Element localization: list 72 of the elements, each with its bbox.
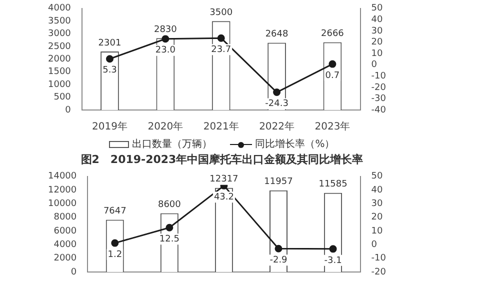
point (217, 34, 225, 42)
data-label: -24.3 (265, 99, 288, 110)
y-tick-label: 1000 (48, 80, 72, 90)
point (111, 239, 119, 247)
y2-tick-label: 0 (371, 240, 378, 250)
y2-tick-label: -30 (371, 94, 386, 104)
y-tick-label: 6000 (54, 226, 77, 236)
y2-tick-label: 40 (371, 15, 384, 26)
y2-tick-label: -10 (371, 254, 386, 264)
point (274, 244, 282, 252)
data-label: 11957 (264, 177, 293, 188)
data-label: 23.0 (155, 46, 176, 56)
y-tick-label: 8000 (54, 212, 77, 223)
y2-tick-label: 50 (371, 172, 384, 182)
data-label: 2666 (321, 29, 344, 40)
y2-tick-label: 40 (371, 185, 384, 196)
y-tick-label: 2500 (48, 42, 72, 52)
text: 出口数量（万辆） (132, 138, 212, 151)
data-label: -3.1 (324, 256, 342, 266)
y-tick-label: 0 (70, 267, 77, 278)
y2-tick-label: -10 (371, 71, 386, 82)
y-tick-label: 1500 (48, 67, 72, 78)
data-label: 5.3 (102, 66, 117, 76)
data-label: 0.7 (325, 70, 340, 81)
y-tick-label: 4000 (48, 4, 72, 14)
data-label: -2.9 (270, 255, 288, 266)
y2-tick-label: 50 (371, 4, 384, 14)
y2-tick-label: 0 (371, 60, 378, 70)
data-label: 8600 (158, 200, 182, 210)
data-label: 1.2 (108, 250, 122, 260)
y2-tick-label: 20 (371, 38, 384, 48)
y-tick-label: 2000 (54, 254, 77, 264)
data-label: 2830 (154, 24, 178, 35)
y-tick-label: 12000 (48, 185, 77, 196)
data-label: 12.5 (159, 234, 180, 244)
y2-tick-label: 20 (371, 212, 384, 223)
y-tick-label: 4000 (54, 240, 77, 250)
y-tick-label: 10000 (48, 199, 77, 210)
y2-tick-label: -20 (371, 82, 386, 93)
y-tick-label: 3000 (48, 29, 72, 40)
y-tick-label: 14000 (48, 172, 77, 182)
data-label: 3500 (210, 8, 233, 18)
y2-tick-label: -20 (371, 267, 386, 278)
data-label: 43.2 (214, 192, 234, 203)
y-tick-label: 2000 (48, 54, 72, 65)
data-label: 7647 (103, 206, 126, 217)
data-label: 2301 (98, 38, 122, 48)
y-tick-label: 0 (65, 105, 72, 116)
y2-tick-label: 10 (371, 48, 384, 59)
point (329, 245, 337, 253)
point (166, 224, 174, 232)
data-label: 12317 (210, 174, 238, 185)
y2-tick-label: 10 (371, 226, 384, 236)
y2-tick-label: 30 (371, 199, 384, 210)
x-tick-label: 2019年 (92, 120, 128, 133)
legend-label: 同比增长率（%） (255, 138, 335, 151)
data-label: 11585 (318, 180, 348, 190)
x-tick-label: 2023年 (314, 120, 350, 133)
x-tick-label: 2021年 (203, 120, 239, 133)
point (328, 60, 336, 68)
x-tick-label: 2020年 (148, 120, 184, 133)
x-tick-label: 2022年 (259, 120, 295, 133)
data-label: 2648 (265, 30, 289, 40)
point (162, 35, 170, 43)
y-tick-label: 3500 (48, 16, 72, 26)
point (273, 88, 281, 96)
y-tick-label: 500 (54, 92, 72, 103)
data-label: 23.7 (211, 44, 232, 55)
y2-tick-label: -40 (371, 105, 386, 116)
chart-title: 图2 2019-2023年中国摩托车出口金额及其同比增长率 (80, 152, 364, 168)
y2-tick-label: 30 (371, 26, 384, 36)
point (106, 55, 114, 63)
